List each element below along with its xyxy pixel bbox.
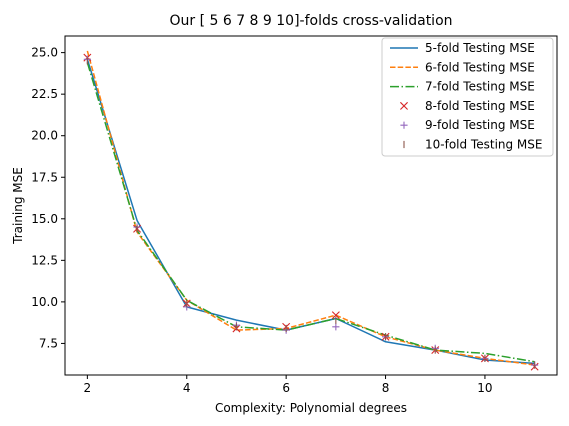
series-6-fold (86, 50, 535, 366)
legend-entry-label: 5-fold Testing MSE (425, 41, 535, 55)
plot-frame (64, 35, 558, 376)
series-10-fold (86, 57, 536, 369)
y-axis-label: Training MSE (11, 167, 25, 245)
y-tick-label: 7.5 (39, 336, 58, 350)
chart-title: Our [ 5 6 7 8 9 10]-folds cross-validati… (169, 13, 452, 29)
y-tick-label: 22.5 (31, 87, 58, 101)
data-point-marker (332, 323, 340, 331)
series-line (86, 50, 535, 366)
x-tick-label: 4 (183, 381, 191, 395)
series-7-fold (86, 62, 535, 363)
data-point-marker (331, 311, 340, 320)
x-tick-label: 6 (282, 381, 290, 395)
ticks-layer: 2 4 6 8 10 7.5 10.0 12.5 15.0 17.5 20.0 22.5 25.0 (31, 46, 492, 395)
legend-entry-label: 7-fold Testing MSE (425, 80, 535, 94)
x-axis-label: Complexity: Polynomial degrees (215, 401, 407, 415)
y-tick-label: 20.0 (31, 129, 58, 143)
y-tick-label: 15.0 (31, 212, 58, 226)
y-tick-label: 17.5 (31, 170, 58, 184)
x-tick-label: 8 (382, 381, 390, 395)
legend-box (381, 37, 554, 157)
legend-entry-label: 10-fold Testing MSE (425, 138, 543, 152)
legend-entry-label: 6-fold Testing MSE (425, 60, 535, 74)
data-layer (83, 50, 539, 371)
y-tick-label: 25.0 (31, 46, 58, 60)
series-line (86, 62, 535, 363)
y-tick-label: 10.0 (31, 295, 58, 309)
x-tick-label: 2 (84, 381, 92, 395)
x-tick-label: 10 (477, 381, 492, 395)
legend-entry-label: 8-fold Testing MSE (425, 99, 535, 113)
legend-handle (400, 121, 408, 129)
legend-entry-label: 9-fold Testing MSE (425, 118, 535, 132)
legend: 5-fold Testing MSE 6-fold Testing MSE 7-fo… (381, 37, 554, 157)
y-tick-label: 12.5 (31, 253, 58, 267)
legend-handle (400, 101, 408, 110)
